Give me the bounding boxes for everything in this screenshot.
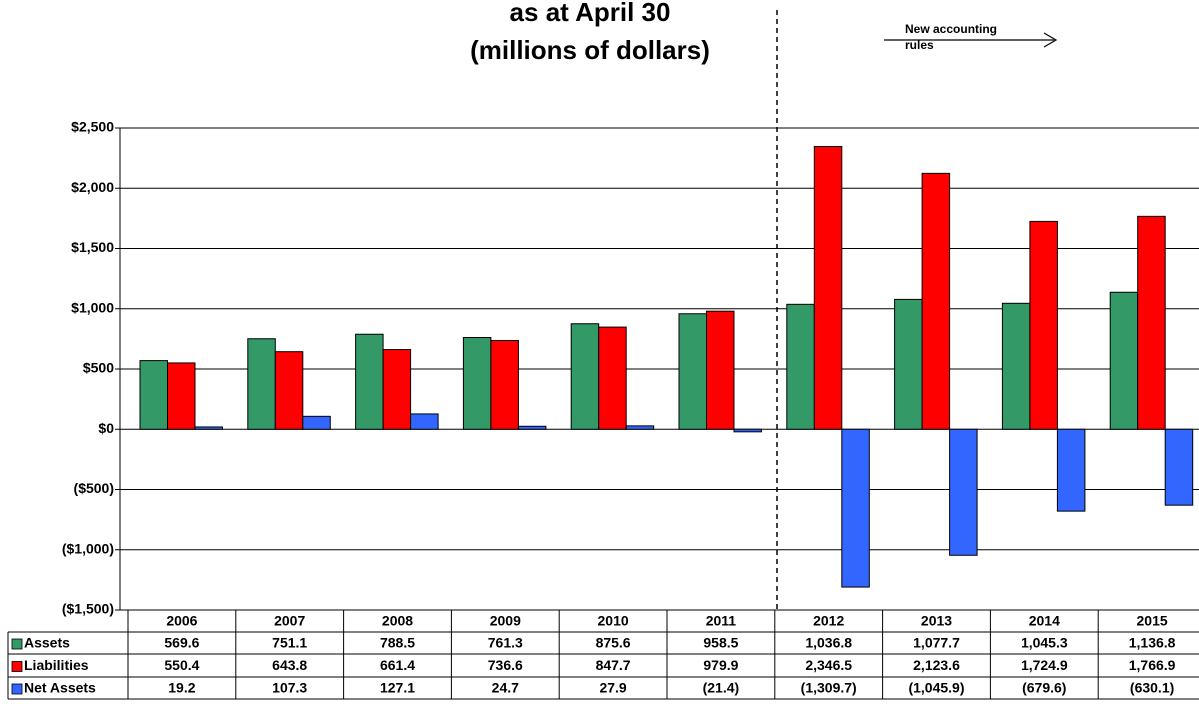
x-tick-label: 2013 [921, 613, 952, 629]
bar [786, 303, 815, 430]
bar [355, 333, 384, 430]
value-label: 569.6 [164, 635, 199, 651]
y-tick-label: $500 [83, 360, 114, 376]
value-label: 127.1 [380, 680, 415, 696]
value-label: 761.3 [488, 635, 523, 651]
bar [302, 415, 331, 430]
value-label: 979.9 [703, 657, 738, 673]
value-label: 1,766.9 [1129, 657, 1176, 673]
y-tick-label: $1,500 [71, 239, 114, 255]
bar [894, 298, 923, 430]
value-label: 24.7 [492, 680, 519, 696]
legend-label: Liabilities [24, 657, 89, 673]
value-label: 2,123.6 [913, 657, 960, 673]
value-label: 1,724.9 [1021, 657, 1068, 673]
legend-swatch [11, 683, 23, 695]
bar [1137, 215, 1166, 430]
value-label: 107.3 [272, 680, 307, 696]
bar [921, 172, 951, 430]
legend-swatch [11, 638, 23, 650]
y-tick-label: ($1,000) [62, 540, 114, 556]
x-tick-label: 2014 [1029, 613, 1060, 629]
value-label: (679.6) [1022, 680, 1066, 696]
bar [410, 413, 439, 430]
value-label: 958.5 [703, 635, 738, 651]
bar [462, 337, 492, 430]
value-label: 736.6 [488, 657, 523, 673]
x-tick-label: 2006 [166, 613, 197, 629]
value-label: 1,077.7 [913, 635, 960, 651]
bar [1001, 302, 1031, 430]
x-tick-label: 2010 [598, 613, 629, 629]
bar [1029, 220, 1058, 430]
bar [841, 428, 870, 588]
value-label: 1,036.8 [805, 635, 852, 651]
value-label: 1,045.3 [1021, 635, 1068, 651]
bar [678, 313, 707, 430]
value-label: 19.2 [168, 680, 195, 696]
value-label: (630.1) [1130, 680, 1174, 696]
value-label: 1,136.8 [1129, 635, 1176, 651]
legend-label: Assets [24, 635, 70, 651]
bar [625, 425, 655, 430]
x-tick-label: 2015 [1137, 613, 1168, 629]
arrow-head [1043, 32, 1058, 48]
y-tick-label: $1,000 [71, 299, 114, 315]
value-label: 643.8 [272, 657, 307, 673]
bar [1164, 428, 1194, 506]
x-tick-label: 2008 [382, 613, 413, 629]
x-tick-label: 2009 [490, 613, 521, 629]
value-label: 751.1 [272, 635, 307, 651]
bar [949, 428, 978, 556]
y-tick-label: $2,000 [71, 179, 114, 195]
value-label: (1,045.9) [908, 680, 964, 696]
value-label: (21.4) [703, 680, 740, 696]
bar [167, 362, 196, 430]
bar [517, 425, 547, 430]
y-tick-label: ($500) [74, 480, 114, 496]
value-label: 788.5 [380, 635, 415, 651]
y-tick-label: ($1,500) [62, 601, 114, 617]
value-label: 27.9 [599, 680, 626, 696]
bar [1056, 428, 1086, 512]
bar [570, 323, 600, 430]
bar [247, 338, 276, 430]
x-tick-label: 2007 [274, 613, 305, 629]
annotation: rules [905, 38, 934, 52]
bar [813, 145, 843, 430]
bar [490, 339, 519, 430]
value-label: 875.6 [596, 635, 631, 651]
bar [733, 428, 762, 433]
bar [598, 326, 627, 430]
value-label: (1,309.7) [801, 680, 857, 696]
y-tick-label: $2,500 [71, 119, 114, 135]
value-label: 661.4 [380, 657, 415, 673]
x-tick-label: 2012 [813, 613, 844, 629]
x-tick-label: 2011 [706, 613, 737, 629]
value-label: 847.7 [596, 657, 631, 673]
bar [382, 349, 412, 430]
bar [706, 310, 735, 430]
value-label: 2,346.5 [805, 657, 852, 673]
legend-swatch [11, 661, 23, 672]
chart-title: as at April 30 [510, 0, 671, 27]
bar [194, 426, 223, 430]
value-label: 550.4 [164, 657, 199, 673]
chart-title: (millions of dollars) [470, 35, 710, 65]
legend-label: Net Assets [24, 680, 96, 696]
bar [139, 360, 168, 430]
bar [1109, 291, 1139, 430]
y-tick-label: $0 [98, 420, 114, 436]
bar [274, 351, 304, 430]
annotation: New accounting [905, 22, 997, 36]
